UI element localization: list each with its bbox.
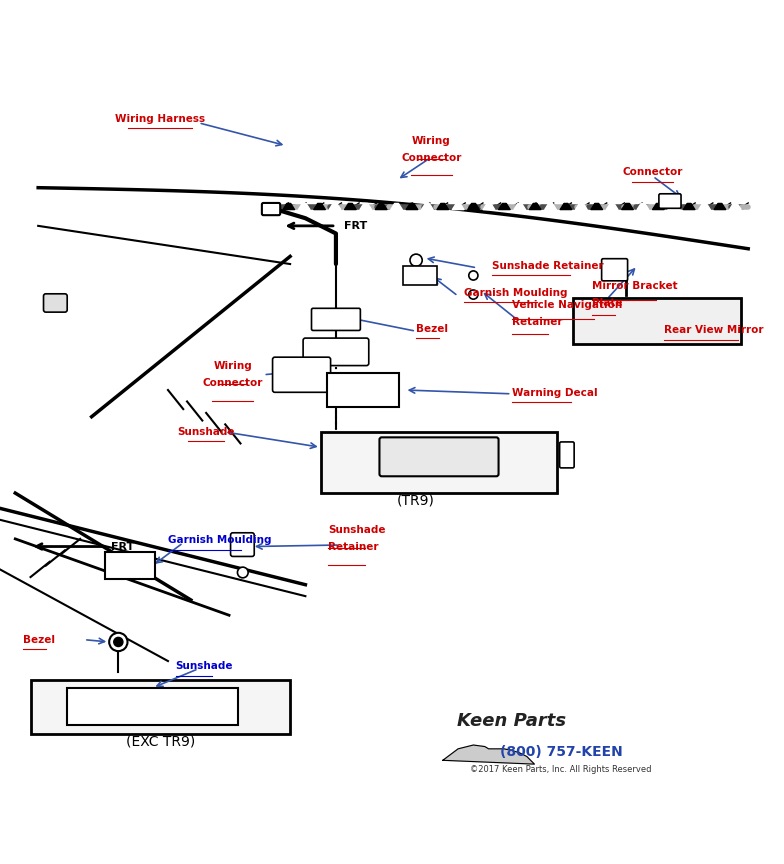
Circle shape (109, 632, 128, 651)
Text: Connector: Connector (401, 153, 462, 163)
Text: Bezel: Bezel (23, 635, 55, 645)
Text: Warning Decal: Warning Decal (511, 388, 597, 398)
Text: Sunshade: Sunshade (328, 525, 386, 536)
FancyBboxPatch shape (230, 533, 254, 556)
FancyBboxPatch shape (601, 258, 627, 281)
Polygon shape (31, 680, 290, 734)
FancyBboxPatch shape (273, 357, 331, 392)
Circle shape (469, 271, 478, 280)
FancyBboxPatch shape (67, 688, 238, 725)
Text: Bezel: Bezel (416, 324, 448, 334)
FancyBboxPatch shape (403, 266, 437, 284)
Text: Rear View Mirror: Rear View Mirror (664, 326, 764, 335)
FancyBboxPatch shape (303, 338, 368, 365)
Text: Wiring Harness: Wiring Harness (115, 114, 205, 124)
Text: Sunshade: Sunshade (176, 661, 233, 671)
FancyBboxPatch shape (659, 194, 681, 208)
Text: Sunshade: Sunshade (177, 427, 235, 437)
Text: FRT: FRT (111, 542, 134, 551)
Text: Retainer: Retainer (328, 543, 379, 552)
FancyBboxPatch shape (560, 442, 574, 468)
Circle shape (114, 638, 123, 646)
FancyBboxPatch shape (44, 294, 67, 312)
FancyBboxPatch shape (379, 437, 499, 476)
Text: Vehicle Navigation: Vehicle Navigation (511, 301, 622, 310)
Text: Mirror Bracket: Mirror Bracket (592, 281, 677, 291)
Polygon shape (572, 298, 741, 344)
FancyBboxPatch shape (262, 203, 280, 215)
Text: Sunshade Retainer: Sunshade Retainer (492, 261, 604, 270)
Text: FRT: FRT (343, 221, 367, 231)
Text: (800) 757-KEEN: (800) 757-KEEN (499, 746, 622, 759)
Text: Connector: Connector (203, 378, 263, 388)
FancyBboxPatch shape (311, 308, 361, 330)
Circle shape (410, 254, 423, 266)
Polygon shape (443, 745, 535, 764)
Text: (EXC TR9): (EXC TR9) (125, 734, 195, 748)
Circle shape (469, 290, 478, 299)
Text: Wiring: Wiring (412, 137, 451, 146)
Text: (TR9): (TR9) (397, 493, 435, 507)
Polygon shape (321, 432, 557, 493)
Text: Garnish Moulding: Garnish Moulding (464, 288, 568, 298)
Text: Plate: Plate (592, 298, 622, 308)
Text: Wiring: Wiring (213, 361, 252, 372)
FancyBboxPatch shape (104, 552, 155, 580)
Text: ©2017 Keen Parts, Inc. All Rights Reserved: ©2017 Keen Parts, Inc. All Rights Reserv… (470, 765, 652, 774)
Circle shape (238, 567, 248, 578)
Text: Keen Parts: Keen Parts (457, 712, 566, 730)
Text: Garnish Moulding: Garnish Moulding (168, 536, 271, 545)
FancyBboxPatch shape (327, 373, 398, 407)
Text: Connector: Connector (622, 168, 683, 177)
Text: Retainer: Retainer (511, 317, 562, 327)
